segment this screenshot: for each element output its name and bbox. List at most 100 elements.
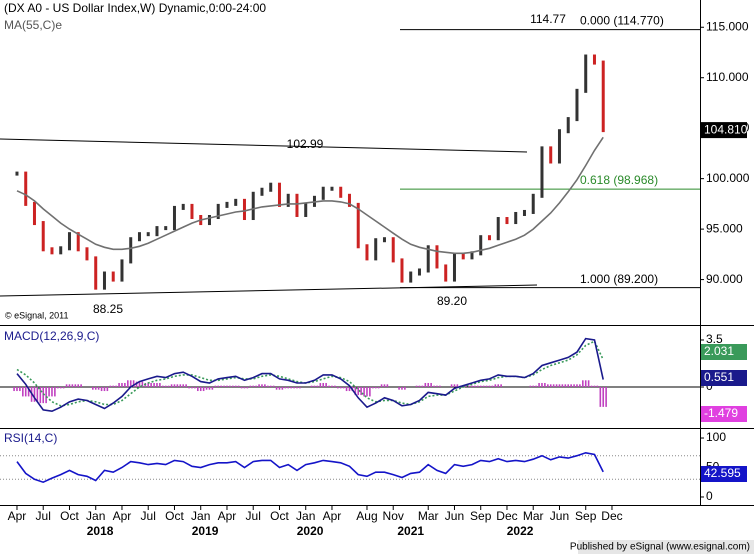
price-bar — [41, 221, 45, 252]
x-tick-label: Apr — [8, 509, 27, 523]
price-bar — [216, 203, 220, 220]
price-bar — [514, 211, 518, 225]
price-bar — [286, 193, 290, 207]
y-tick-label: 3.5 — [706, 332, 723, 346]
moving-average — [16, 136, 604, 255]
macd-line — [16, 337, 604, 413]
price-bar — [102, 271, 106, 290]
price-bar — [251, 191, 255, 221]
x-tick-label: Apr — [323, 509, 342, 523]
fib-label: 1.000 (89.200) — [580, 272, 658, 286]
price-bar — [111, 271, 115, 282]
price-bar — [155, 226, 159, 237]
price-bar — [207, 215, 211, 226]
trendline — [0, 284, 538, 297]
price-bar — [592, 54, 596, 65]
price-bar — [190, 203, 194, 220]
price-bar — [76, 232, 80, 252]
x-tick-label: Sep — [470, 509, 492, 523]
year-label: 2021 — [397, 524, 424, 538]
value-box-label: 104.810 — [704, 122, 748, 136]
value-box — [701, 406, 747, 422]
x-tick-label: Dec — [496, 509, 517, 523]
value-box-label: 2.031 — [704, 344, 734, 358]
price-bar — [540, 146, 544, 198]
x-tick-label: Jul — [141, 509, 156, 523]
price-bar — [505, 217, 509, 225]
x-tick-label: Jan — [296, 509, 315, 523]
price-bar — [356, 202, 360, 249]
y-tick-label: 115.000 — [706, 19, 749, 33]
price-bar — [304, 202, 308, 217]
annotation: 102.99 — [287, 137, 324, 151]
price-bar — [50, 247, 54, 255]
annotation: 89.20 — [437, 294, 467, 308]
price-bar — [269, 182, 273, 192]
annotation: 88.25 — [93, 302, 123, 316]
price-bar — [487, 235, 491, 241]
x-tick-label: Apr — [218, 509, 237, 523]
footer: Published by eSignal (www.esignal.com) — [570, 542, 750, 553]
price-bar — [374, 238, 378, 261]
price-bar — [67, 232, 71, 251]
x-tick-label: Jan — [86, 509, 105, 523]
x-tick-label: Oct — [270, 509, 289, 523]
x-tick-label: Oct — [165, 509, 184, 523]
price-bar — [181, 203, 185, 210]
value-box-label: 42.595 — [704, 466, 741, 480]
price-bar — [601, 60, 605, 133]
price-bar — [566, 117, 570, 134]
price-bar — [295, 193, 299, 217]
price-bar — [575, 88, 579, 122]
price-bar — [435, 245, 439, 269]
y-tick-label: 0 — [706, 489, 713, 503]
price-bar — [85, 247, 89, 261]
price-bar — [146, 232, 150, 237]
rsi-line — [16, 451, 604, 484]
x-tick-label: Dec — [601, 509, 622, 523]
annotation: 114.77 — [530, 12, 566, 26]
price-bar — [365, 244, 369, 261]
x-tick-label: Jul — [36, 509, 51, 523]
indicator-label: MA(55,C)e — [4, 18, 62, 32]
footer-bg — [578, 540, 754, 554]
price-bar — [330, 186, 334, 191]
price-bar — [452, 253, 456, 282]
price-bar — [94, 256, 98, 290]
price-bar — [347, 193, 351, 207]
value-box-label: 0.551 — [704, 370, 734, 384]
value-box — [701, 344, 747, 360]
price-bar — [479, 235, 483, 256]
y-tick-label: 100 — [706, 430, 726, 444]
price-bar — [409, 271, 413, 283]
price-bar — [426, 245, 430, 273]
y-tick-label: 0 — [706, 379, 713, 393]
price-bar — [164, 226, 168, 231]
year-label: 2019 — [192, 524, 219, 538]
year-label: 2020 — [297, 524, 324, 538]
price-bar — [391, 237, 395, 263]
price-bar — [59, 246, 63, 255]
value-box — [701, 466, 747, 482]
price-bar — [172, 205, 176, 231]
chart-title: (DX A0 - US Dollar Index,W) Dynamic,0:00… — [4, 1, 266, 15]
year-label: 2018 — [87, 524, 114, 538]
price-bar — [557, 129, 561, 164]
year-label: 2022 — [507, 524, 534, 538]
x-tick-label: Sep — [575, 509, 597, 523]
price-bar — [470, 251, 474, 260]
value-box-label: -1.479 — [704, 406, 738, 420]
price-bar — [549, 146, 553, 164]
price-bar — [417, 268, 421, 276]
panel-title: RSI(14,C) — [4, 431, 57, 445]
copyright: © eSignal, 2011 — [5, 310, 69, 320]
price-bar — [137, 232, 141, 242]
price-bar — [522, 209, 526, 216]
fib-label: 0.000 (114.770) — [580, 14, 664, 28]
x-tick-label: Aug — [356, 509, 377, 523]
price-bar — [234, 198, 238, 206]
x-tick-label: Apr — [113, 509, 132, 523]
price-bar — [277, 182, 281, 207]
